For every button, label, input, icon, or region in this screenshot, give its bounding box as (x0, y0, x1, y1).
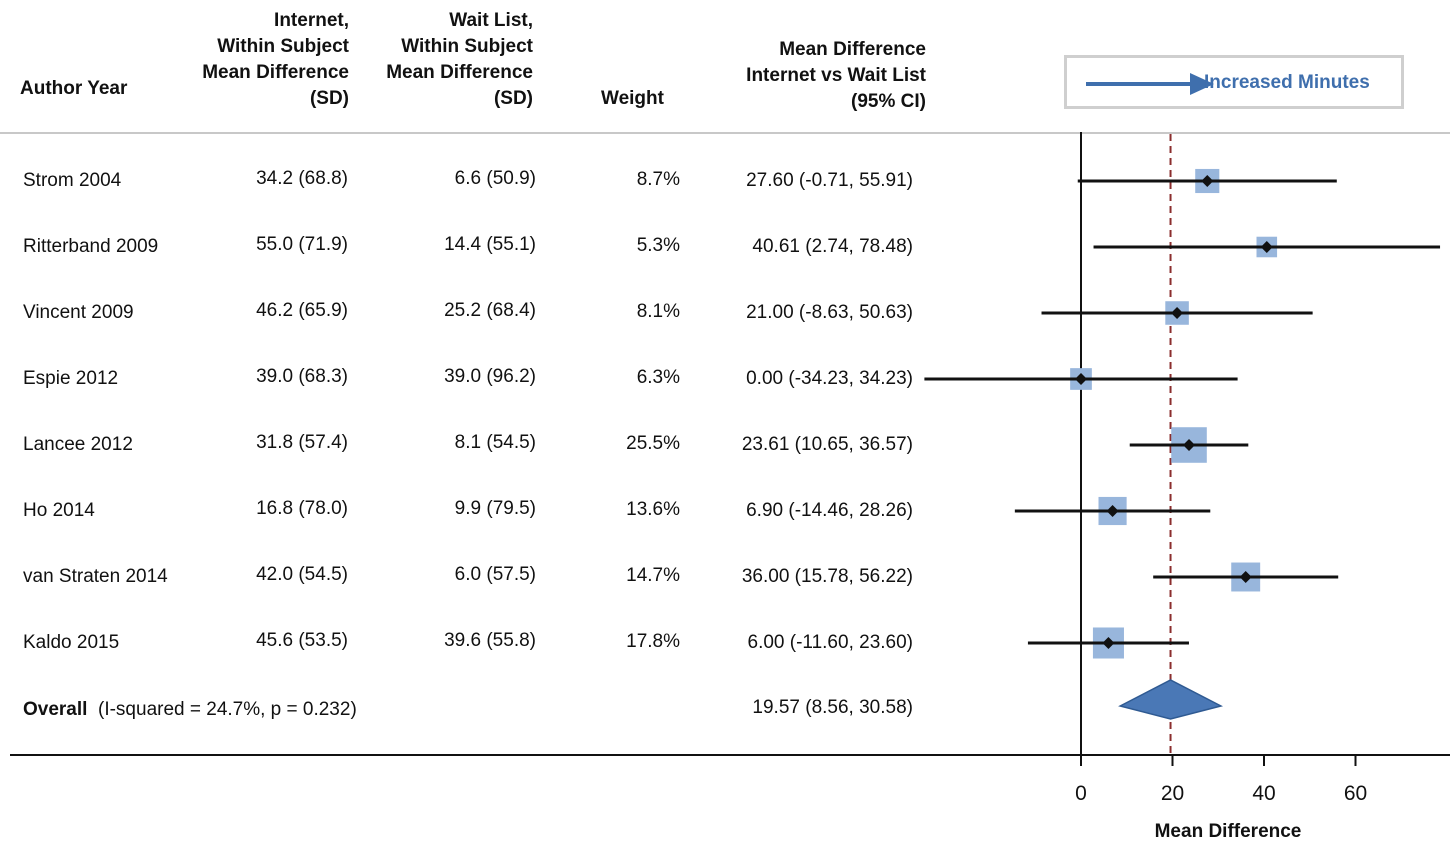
x-tick-label: 60 (1344, 782, 1367, 805)
x-tick-label: 0 (1075, 782, 1087, 805)
study-name: van Straten 2014 (23, 566, 168, 587)
internet-md-sd: 45.6 (53.5) (256, 630, 348, 651)
point-estimate (1106, 505, 1119, 517)
study-ci-text: 6.00 (-11.60, 23.60) (747, 632, 913, 653)
internet-md-sd: 31.8 (57.4) (256, 432, 348, 453)
study-ci-text: 36.00 (15.78, 56.22) (741, 566, 913, 587)
study-weight: 6.3% (636, 367, 680, 388)
point-estimate (1171, 307, 1184, 319)
x-tick-label: 40 (1252, 782, 1275, 805)
study-ci-text: 23.61 (10.65, 36.57) (741, 434, 913, 455)
overall-row: Overall (I-squared = 24.7%, p = 0.232) (23, 699, 357, 721)
legend: Increased Minutes (1064, 55, 1404, 109)
point-estimate (1183, 439, 1196, 451)
study-weight: 13.6% (626, 499, 680, 520)
header-mean-difference: Mean Difference Internet vs Wait List (9… (746, 39, 926, 112)
study-ci-text: 40.61 (2.74, 78.48) (752, 236, 913, 257)
overall-ci-text: 19.57 (8.56, 30.58) (752, 697, 913, 718)
overall-stats: (I-squared = 24.7%, p = 0.232) (98, 699, 357, 720)
header-rule (0, 132, 1450, 134)
internet-md-sd: 42.0 (54.5) (256, 564, 348, 585)
internet-md-sd: 55.0 (71.9) (256, 234, 348, 255)
study-weight: 25.5% (626, 433, 680, 454)
waitlist-md-sd: 8.1 (54.5) (454, 432, 536, 453)
study-weight: 17.8% (626, 631, 680, 652)
waitlist-md-sd: 39.6 (55.8) (444, 630, 536, 651)
internet-md-sd: 46.2 (65.9) (256, 300, 348, 321)
waitlist-md-sd: 6.6 (50.9) (454, 168, 536, 189)
waitlist-md-sd: 39.0 (96.2) (444, 366, 536, 387)
study-weight: 5.3% (636, 235, 680, 256)
overall-label: Overall (23, 699, 88, 720)
arrow-right-icon (1086, 73, 1214, 95)
study-name: Lancee 2012 (23, 434, 133, 455)
study-weight: 14.7% (626, 565, 680, 586)
x-axis-label: Mean Difference (1155, 821, 1302, 841)
legend-label: Increased Minutes (1204, 72, 1370, 93)
point-estimate (1239, 571, 1252, 583)
study-ci-text: 27.60 (-0.71, 55.91) (746, 170, 913, 191)
header-waitlist: Wait List, Within Subject Mean Differenc… (386, 10, 533, 109)
header-author-year: Author Year (20, 78, 128, 99)
study-ci-text: 6.90 (-14.46, 28.26) (746, 500, 913, 521)
study-ci-text: 0.00 (-34.23, 34.23) (746, 368, 913, 389)
waitlist-md-sd: 6.0 (57.5) (454, 564, 536, 585)
point-estimate (1075, 373, 1087, 385)
point-estimate (1201, 175, 1214, 187)
study-weight: 8.7% (636, 169, 680, 190)
study-name: Ho 2014 (23, 500, 95, 521)
point-estimate (1260, 241, 1273, 253)
study-name: Vincent 2009 (23, 302, 134, 323)
internet-md-sd: 34.2 (68.8) (256, 168, 348, 189)
x-tick-label: 20 (1161, 782, 1184, 805)
waitlist-md-sd: 14.4 (55.1) (444, 234, 536, 255)
header-internet: Internet, Within Subject Mean Difference… (202, 10, 349, 109)
waitlist-md-sd: 25.2 (68.4) (444, 300, 536, 321)
internet-md-sd: 16.8 (78.0) (256, 498, 348, 519)
overall-diamond (1118, 679, 1223, 720)
point-estimate (1102, 637, 1115, 649)
study-name: Espie 2012 (23, 368, 119, 389)
waitlist-md-sd: 9.9 (79.5) (454, 498, 536, 519)
internet-md-sd: 39.0 (68.3) (256, 366, 348, 387)
header-weight: Weight (601, 88, 664, 109)
study-name: Strom 2004 (23, 170, 122, 191)
study-weight: 8.1% (636, 301, 680, 322)
study-name: Kaldo 2015 (23, 632, 120, 653)
footer-rule (10, 754, 1450, 756)
study-name: Ritterband 2009 (23, 236, 159, 257)
study-ci-text: 21.00 (-8.63, 50.63) (746, 302, 913, 323)
